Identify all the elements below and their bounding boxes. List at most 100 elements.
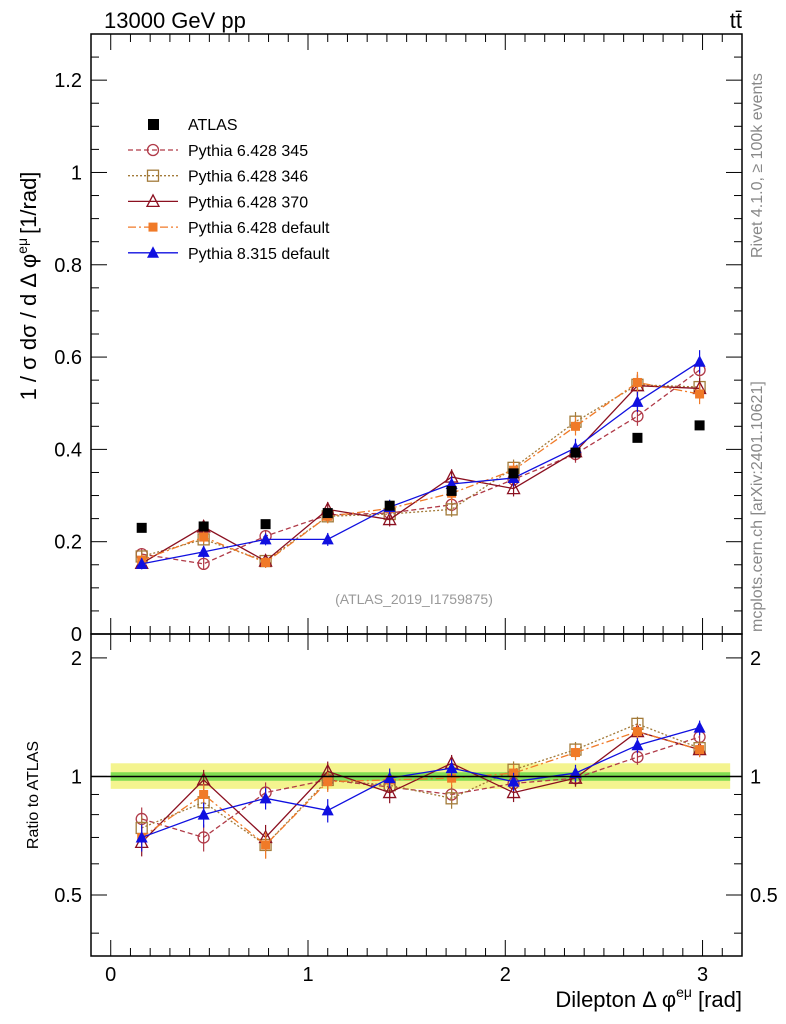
series-point-main	[693, 355, 706, 367]
series-point-ratio	[197, 808, 210, 820]
series-point-main	[382, 511, 397, 526]
series-point-ratio	[323, 777, 333, 787]
legend-label: Pythia 6.428 345	[188, 143, 308, 160]
series-point-ratio	[695, 745, 705, 755]
x-axis-label-sup: eμ	[676, 984, 692, 1000]
x-axis-label-unit: [rad]	[698, 987, 742, 1012]
main-y-tick-label: 0.8	[54, 255, 82, 277]
atlas-data-points	[136, 420, 705, 533]
series-4	[135, 350, 706, 852]
ratio-y-tick-label-right: 1	[750, 766, 761, 788]
rivet-version-label: Rivet 4.1.0, ≥ 100k events	[749, 73, 766, 258]
series-line-main	[141, 381, 700, 564]
mcplots-source-label: mcplots.cern.ch [arXiv:2401.10621]	[749, 381, 766, 632]
series-point-main	[695, 389, 705, 399]
series-line-ratio	[141, 723, 700, 846]
legend: ATLAS Pythia 6.428 345 Pythia 6.428 346 Py…	[128, 117, 330, 263]
x-tick-label: 2	[500, 964, 511, 986]
series-point-main	[135, 557, 148, 569]
ratio-y-tick-label-right: 0.5	[750, 885, 778, 907]
x-tick-label: 3	[697, 964, 708, 986]
series-point-ratio	[135, 830, 148, 843]
atlas-point	[508, 468, 519, 479]
main-y-tick-label: 0.2	[54, 532, 82, 554]
atlas-point	[384, 500, 395, 511]
main-y-axis-label-sup: eμ	[14, 238, 30, 254]
legend-label: Pythia 6.428 346	[188, 169, 308, 186]
series-line-ratio	[141, 727, 700, 839]
main-y-axis-label: 1 / σ dσ / d Δ φeμ [1/rad]	[14, 172, 41, 401]
series-point-ratio	[445, 761, 458, 774]
legend-label: Pythia 8.315 default	[188, 246, 330, 263]
main-y-tick-label-zero: 0	[71, 624, 82, 646]
legend-marker	[146, 169, 160, 182]
series-point-ratio	[383, 771, 396, 784]
legend-label: Pythia 6.428 370	[188, 194, 308, 211]
series-point-main	[261, 557, 271, 567]
ratio-y-tick-label: 1	[71, 766, 82, 788]
header-energy-label: 13000 GeV pp	[104, 8, 246, 33]
series-point-ratio	[197, 831, 210, 844]
series-point-ratio	[631, 738, 644, 751]
series-point-ratio	[445, 792, 458, 805]
atlas-point	[198, 521, 209, 532]
series-point-ratio	[321, 803, 334, 816]
series-line-main	[141, 361, 700, 565]
series-point-main	[571, 421, 581, 431]
series-line-ratio	[141, 730, 700, 846]
ratio-y-axis-label: Ratio to ATLAS	[25, 741, 42, 849]
series-point-ratio	[632, 727, 642, 737]
main-y-tick-label: 1	[71, 162, 82, 184]
series-point-main	[197, 545, 210, 557]
axes-layer: 0 1 2 3 0.2 0.4 0.6 0.8 1 1.2 0 0.5 0.5 1 1 2 2	[54, 33, 778, 986]
series-point-ratio	[199, 789, 209, 799]
main-y-tick-label: 1.2	[54, 70, 82, 92]
series-line-main	[141, 369, 700, 565]
legend-atlas-label: ATLAS	[188, 117, 238, 134]
series-point-ratio	[693, 721, 706, 733]
atlas-point	[570, 447, 581, 458]
series-line-ratio	[141, 736, 700, 839]
legend-marker	[145, 193, 161, 208]
series-point-ratio	[506, 784, 521, 799]
series-point-ratio	[569, 766, 582, 779]
series-point-main	[321, 532, 334, 545]
x-tick-label: 1	[302, 964, 313, 986]
series-line-main	[141, 384, 700, 562]
x-tick-label: 0	[105, 964, 116, 986]
legend-marker	[147, 246, 159, 258]
atlas-point	[632, 432, 643, 443]
legend-marker	[148, 222, 158, 232]
series-point-ratio	[261, 840, 271, 850]
ratio-panel-frame	[90, 633, 743, 957]
main-y-axis-label-unit: [1/rad]	[16, 172, 41, 234]
atlas-point	[446, 485, 457, 496]
legend-marker	[146, 143, 160, 157]
series-line-ratio	[141, 730, 700, 843]
ratio-y-tick-label: 2	[71, 648, 82, 670]
series-point-main	[199, 532, 209, 542]
header-process-label: tt̄	[730, 8, 742, 33]
series-point-ratio	[507, 775, 520, 787]
main-y-axis-label-text: 1 / σ dσ / d Δ φ	[16, 254, 41, 401]
series-point-main	[445, 503, 458, 516]
legend-label: Pythia 6.428 default	[188, 220, 330, 237]
analysis-id-watermark: (ATLAS_2019_I1759875)	[335, 591, 493, 607]
series-point-ratio	[259, 791, 272, 804]
x-axis-label-text: Dilepton Δ φ	[555, 987, 676, 1012]
series-point-main	[632, 377, 642, 387]
series-line-main	[141, 385, 700, 564]
series-point-ratio	[382, 784, 397, 799]
main-y-tick-label: 0.4	[54, 439, 82, 461]
legend-atlas-marker	[148, 119, 159, 130]
series-point-ratio	[571, 748, 581, 758]
x-axis-label: Dilepton Δ φeμ [rad]	[555, 984, 742, 1012]
series-layer	[134, 350, 707, 859]
series-point-ratio	[447, 773, 457, 783]
ratio-y-tick-label-right: 2	[750, 648, 761, 670]
atlas-point	[260, 519, 271, 530]
series-point-main	[259, 532, 272, 545]
atlas-point	[322, 508, 333, 519]
series-point-main	[197, 557, 210, 570]
